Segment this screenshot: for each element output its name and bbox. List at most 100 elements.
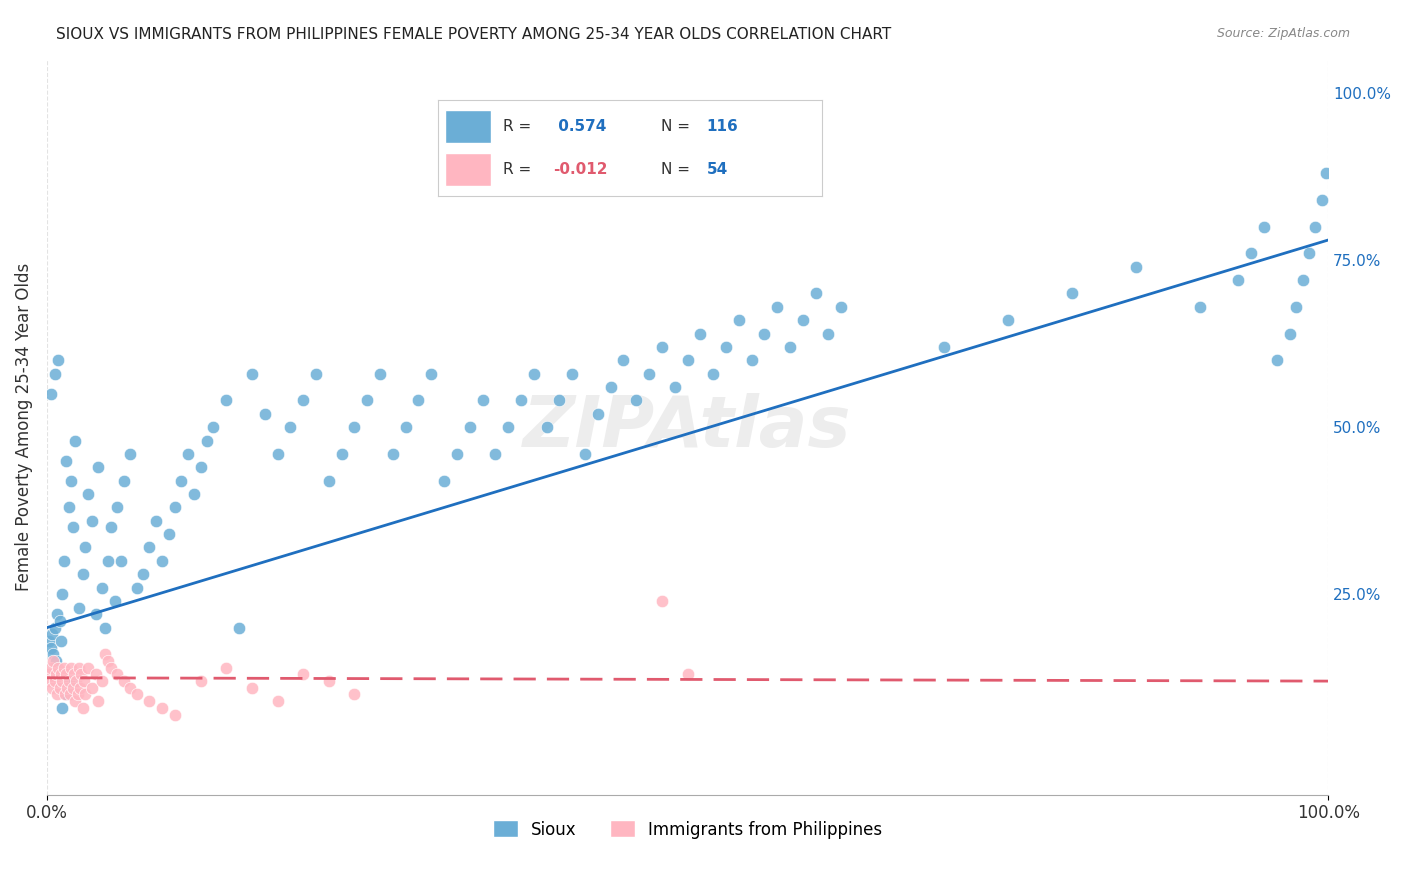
Point (67, 661, 90, 675)
Point (318, 674, 340, 689)
Point (44, 367, 66, 381)
Point (1227, 273, 1250, 287)
Text: Source: ZipAtlas.com: Source: ZipAtlas.com (1216, 27, 1350, 40)
Point (55, 667, 77, 681)
Point (51, 674, 73, 689)
Point (626, 393, 648, 408)
Point (318, 474, 340, 488)
Point (70, 667, 93, 681)
Point (77, 487, 100, 501)
Point (638, 367, 661, 381)
Point (446, 447, 468, 461)
Point (44, 674, 66, 689)
Point (1060, 286, 1083, 301)
Point (87, 460, 110, 475)
Point (56, 681, 79, 695)
Point (1315, 166, 1337, 180)
Point (44, 621, 66, 635)
Point (66, 688, 89, 702)
Point (120, 447, 142, 461)
Point (84, 667, 107, 681)
Point (75, 688, 97, 702)
Point (62, 520, 84, 534)
Point (97, 654, 120, 668)
Point (1291, 273, 1313, 287)
Point (91, 674, 114, 689)
Text: ZIPAtlas: ZIPAtlas (523, 392, 852, 462)
Point (253, 407, 276, 421)
Point (330, 447, 353, 461)
Point (110, 554, 132, 568)
Point (1240, 246, 1263, 260)
Point (536, 420, 558, 434)
Point (60, 661, 83, 675)
Point (75, 541, 97, 555)
Point (651, 594, 673, 608)
Point (55, 688, 77, 702)
Point (368, 367, 391, 381)
Point (91, 581, 114, 595)
Point (48, 661, 70, 675)
Point (433, 474, 456, 488)
Point (138, 694, 160, 708)
Point (190, 674, 212, 689)
Point (548, 393, 571, 408)
Point (73, 674, 96, 689)
Point (38, 634, 60, 648)
Point (215, 393, 238, 408)
Point (93, 621, 115, 635)
Point (80, 514, 103, 528)
Point (69, 681, 91, 695)
Point (292, 667, 315, 681)
Point (676, 667, 699, 681)
Point (45, 667, 67, 681)
Point (138, 541, 160, 555)
Point (46, 607, 69, 622)
Point (62, 681, 84, 695)
Point (58, 674, 80, 689)
Point (48, 353, 70, 368)
Point (104, 594, 127, 608)
Point (1278, 326, 1301, 341)
Point (37, 667, 59, 681)
Point (458, 420, 481, 434)
Point (105, 667, 128, 681)
Point (53, 688, 76, 702)
Point (55, 453, 77, 467)
Point (727, 313, 749, 327)
Point (190, 460, 212, 475)
Point (51, 701, 73, 715)
Point (228, 621, 250, 635)
Point (792, 313, 814, 327)
Point (676, 353, 699, 368)
Point (150, 554, 173, 568)
Point (100, 520, 122, 534)
Point (714, 340, 737, 354)
Point (51, 587, 73, 601)
Point (408, 393, 430, 408)
Point (702, 367, 724, 381)
Point (202, 420, 225, 434)
Point (1253, 219, 1275, 234)
Point (1310, 193, 1333, 207)
Point (170, 474, 193, 488)
Point (817, 326, 839, 341)
Point (830, 300, 852, 314)
Point (612, 353, 634, 368)
Point (48, 614, 70, 628)
Point (63, 434, 86, 448)
Point (1265, 353, 1288, 368)
Point (42, 654, 65, 668)
Point (112, 674, 135, 689)
Point (741, 353, 763, 368)
Point (804, 286, 827, 301)
Point (72, 567, 94, 582)
Point (72, 701, 94, 715)
Point (561, 367, 583, 381)
Point (39, 640, 62, 655)
Text: SIOUX VS IMMIGRANTS FROM PHILIPPINES FEMALE POVERTY AMONG 25-34 YEAR OLDS CORREL: SIOUX VS IMMIGRANTS FROM PHILIPPINES FEM… (56, 27, 891, 42)
Point (48, 681, 70, 695)
Point (125, 688, 148, 702)
Point (523, 367, 546, 381)
Point (266, 447, 288, 461)
